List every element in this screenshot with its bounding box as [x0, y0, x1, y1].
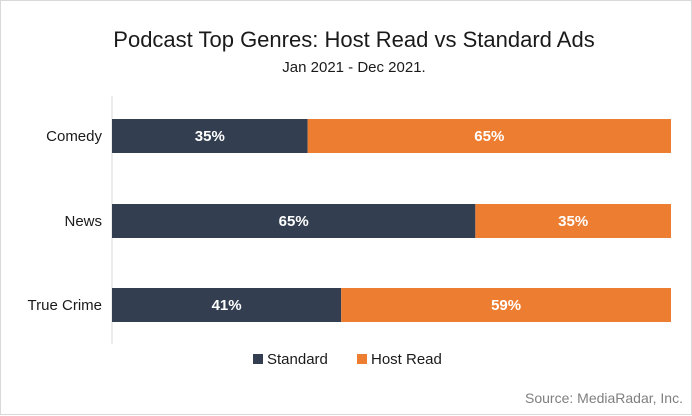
bar-host-read-comedy [307, 119, 671, 153]
category-label-comedy: Comedy [46, 128, 102, 145]
data-label-standard-comedy: 35% [195, 128, 225, 145]
chart-subtitle: Jan 2021 - Dec 2021. [282, 59, 425, 76]
bar-standard-news [112, 204, 476, 238]
chart-title: Podcast Top Genres: Host Read vs Standar… [113, 27, 594, 52]
data-label-standard-true-crime: 41% [212, 297, 242, 314]
bar-host-read-news [475, 204, 671, 238]
category-label-news: News [64, 213, 102, 230]
bar-group: 35% 65% 65% 35% 41% 59% [112, 119, 671, 322]
legend-label-standard: Standard [267, 351, 328, 368]
data-label-standard-news: 65% [279, 213, 309, 230]
legend: Standard Host Read [253, 351, 442, 368]
category-labels: Comedy News True Crime [28, 128, 103, 314]
data-label-host-read-news: 35% [558, 213, 588, 230]
legend-swatch-standard [253, 354, 263, 364]
data-label-host-read-true-crime: 59% [491, 297, 521, 314]
source-note: Source: MediaRadar, Inc. [525, 390, 683, 406]
bar-standard-comedy [112, 119, 308, 153]
bar-host-read-true-crime [341, 288, 671, 322]
bar-standard-true-crime [112, 288, 342, 322]
category-label-true-crime: True Crime [28, 297, 102, 314]
legend-swatch-host-read [357, 354, 367, 364]
legend-label-host-read: Host Read [371, 351, 442, 368]
data-label-host-read-comedy: 65% [474, 128, 504, 145]
